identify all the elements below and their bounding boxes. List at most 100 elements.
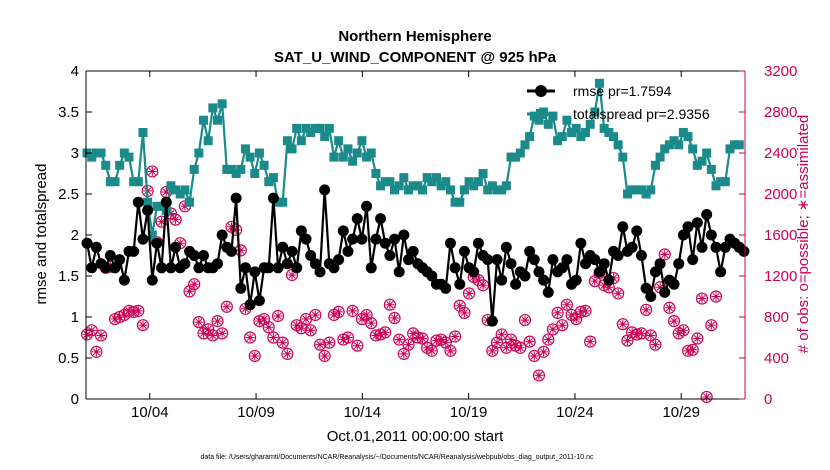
rmse-point xyxy=(128,245,140,257)
obs-possible-marker xyxy=(304,324,317,337)
chart-title-line1: Northern Hemisphere xyxy=(338,28,491,45)
rmse-point xyxy=(398,229,410,241)
obs-assimilated-marker xyxy=(529,351,539,361)
obs-assimilated-marker xyxy=(534,370,544,380)
rmse-point xyxy=(198,250,210,261)
totalspread-point xyxy=(119,148,129,158)
obs-possible-marker xyxy=(341,331,355,344)
obs-possible-marker xyxy=(383,298,396,311)
obs-assimilated-marker xyxy=(87,325,97,335)
obs-possible-marker xyxy=(407,327,420,340)
x-tick-label: 10/24 xyxy=(556,404,594,421)
rmse-point xyxy=(496,274,508,286)
totalspread-point xyxy=(278,197,288,207)
obs-assimilated-marker xyxy=(436,335,446,345)
totalspread-point xyxy=(194,148,204,158)
obs-assimilated-marker xyxy=(599,280,609,290)
obs-assimilated-marker xyxy=(115,312,125,322)
rmse-point xyxy=(179,258,191,270)
obs-assimilated-marker xyxy=(655,282,665,292)
totalspread-point xyxy=(208,103,218,113)
obs-assimilated-marker xyxy=(91,347,101,357)
totalspread-point xyxy=(683,132,693,142)
rmse-point xyxy=(505,258,517,270)
totalspread-point xyxy=(301,123,311,133)
obs-assimilated-marker xyxy=(669,316,679,326)
obs-assimilated-marker xyxy=(613,288,623,298)
totalspread-point xyxy=(199,115,209,125)
rmse-point xyxy=(361,200,373,212)
obs-possible-marker xyxy=(514,341,527,354)
totalspread-point xyxy=(655,152,665,162)
obs-assimilated-marker xyxy=(380,327,390,337)
obs-assimilated-marker xyxy=(590,276,600,286)
obs-assimilated-marker xyxy=(539,347,549,357)
obs-assimilated-marker xyxy=(96,330,106,340)
totalspread-point xyxy=(250,169,260,178)
obs-assimilated-marker xyxy=(222,302,232,312)
data-file-footer: data file: /Users/gharamti/Documents/NCA… xyxy=(200,454,594,461)
totalspread-point xyxy=(487,181,497,191)
rmse-point xyxy=(524,245,536,257)
totalspread-point xyxy=(557,132,567,142)
totalspread-point xyxy=(357,136,367,146)
rmse-point xyxy=(528,254,540,266)
totalspread-point xyxy=(129,177,139,187)
chart-title-line2: SAT_U_WIND_COMPONENT @ 925 hPa xyxy=(274,49,557,66)
rmse-point xyxy=(137,233,149,245)
totalspread-point xyxy=(464,177,474,187)
rmse-point xyxy=(631,225,643,237)
rmse-point xyxy=(491,254,503,266)
obs-assimilated-marker xyxy=(431,336,441,346)
obs-assimilated-marker xyxy=(473,275,483,285)
totalspread-point xyxy=(366,148,376,158)
rmse-point xyxy=(575,237,587,249)
obs-assimilated-marker xyxy=(706,320,716,330)
rmse-point xyxy=(673,258,685,270)
rmse-point xyxy=(482,254,494,266)
rmse-point xyxy=(389,233,401,245)
totalspread-point xyxy=(473,177,483,187)
obs-possible-marker xyxy=(351,339,364,352)
obs-possible-marker xyxy=(565,308,578,322)
y-tick-label-right: 400 xyxy=(764,350,789,367)
obs-possible-marker xyxy=(197,327,210,340)
obs-possible-marker xyxy=(458,306,471,319)
rmse-point xyxy=(365,262,377,274)
rmse-point xyxy=(235,282,247,294)
obs-assimilated-marker xyxy=(306,325,316,335)
rmse-point xyxy=(170,241,182,253)
obs-assimilated-marker xyxy=(511,341,521,351)
obs-assimilated-marker xyxy=(692,334,702,344)
totalspread-point xyxy=(87,152,97,162)
y-tick-label-left: 0 xyxy=(71,391,79,408)
rmse-point xyxy=(649,266,661,278)
rmse-point xyxy=(309,258,321,270)
y-tick-label-left: 3.5 xyxy=(58,104,79,121)
y-tick-label-right: 1600 xyxy=(764,227,797,244)
obs-possible-marker xyxy=(192,316,205,329)
rmse-point xyxy=(468,266,480,278)
rmse-point xyxy=(109,262,121,274)
rmse-point xyxy=(440,282,452,294)
rmse-point xyxy=(407,245,419,257)
rmse-point xyxy=(342,245,354,257)
totalspread-point xyxy=(329,152,339,162)
totalspread-point xyxy=(213,115,223,125)
obs-assimilated-marker xyxy=(292,320,302,330)
rmse-point xyxy=(486,315,498,327)
totalspread-point xyxy=(534,115,544,125)
totalspread-point xyxy=(157,201,167,211)
totalspread-point xyxy=(441,177,451,187)
rmse-point xyxy=(272,262,284,274)
totalspread-point xyxy=(417,185,427,195)
obs-possible-marker xyxy=(691,332,704,345)
totalspread-point xyxy=(324,123,334,133)
totalspread-point xyxy=(529,111,539,121)
totalspread-point xyxy=(268,173,278,183)
legend-rmse-swatch-marker xyxy=(535,85,547,97)
obs-possible-marker xyxy=(649,338,662,351)
rmse-point xyxy=(458,245,470,257)
totalspread-point xyxy=(124,152,134,162)
rmse-point xyxy=(370,233,382,245)
